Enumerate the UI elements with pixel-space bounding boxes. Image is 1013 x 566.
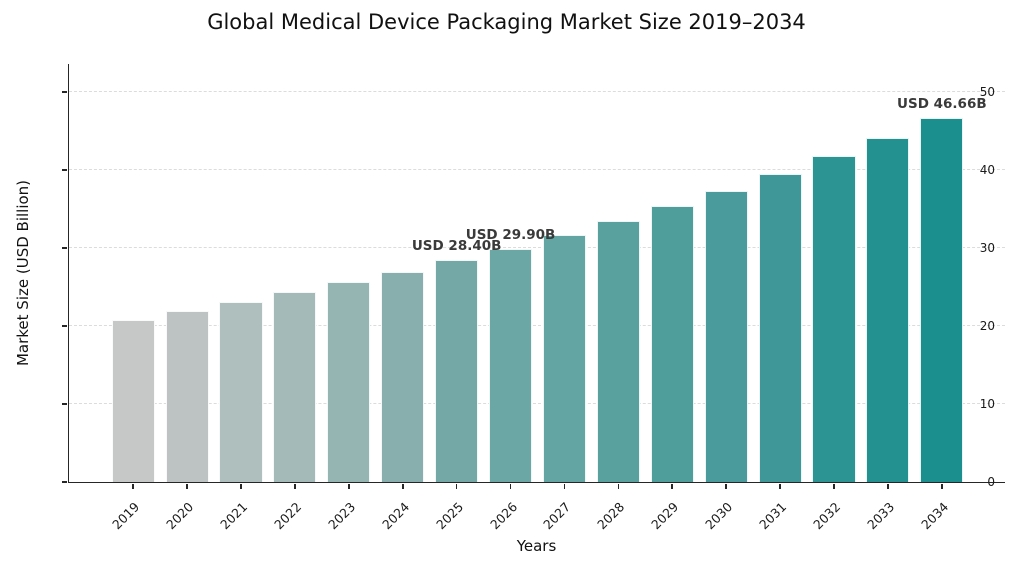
x-tick-mark-2025 [455, 484, 458, 489]
bar-2033 [866, 137, 910, 482]
annotation-2034: USD 46.66B [897, 95, 987, 112]
bar-2024 [381, 271, 425, 482]
x-tick-label-2024: 2024 [378, 499, 413, 533]
x-tick-mark-2023 [348, 484, 350, 489]
bar-2028 [596, 221, 640, 482]
annotation-2025: USD 28.40B [411, 238, 502, 255]
y-tick-mark-50 [62, 91, 67, 93]
y-tick-label-20: 20 [979, 318, 995, 333]
x-tick-mark-2026 [509, 484, 512, 489]
x-tick-label-2022: 2022 [271, 499, 305, 533]
bar-2019 [111, 319, 155, 482]
bar-2023 [327, 282, 371, 482]
gridline-y-30 [69, 246, 1005, 248]
x-tick-label-2029: 2029 [648, 499, 682, 533]
bar-2021 [219, 302, 263, 482]
y-tick-mark-20 [62, 325, 67, 327]
annotation-2026: USD 29.90B [465, 226, 556, 243]
x-tick-mark-2033 [887, 484, 889, 489]
y-axis-title: Market Size (USD Billion) [14, 87, 32, 366]
x-tick-label-2021: 2021 [217, 499, 251, 533]
x-tick-mark-2031 [779, 484, 781, 489]
x-tick-label-2028: 2028 [594, 499, 628, 533]
bar-2027 [542, 235, 587, 482]
y-tick-mark-30 [62, 247, 67, 249]
bar-2026 [488, 248, 533, 482]
x-tick-mark-2019 [132, 484, 134, 489]
x-tick-mark-2029 [671, 484, 674, 489]
x-tick-mark-2032 [833, 484, 835, 489]
plot-area: 0 10 20 30 40 50 2019 2020 2021 2022 2023 2024 2025 2… [62, 64, 1005, 532]
gridline-y-20 [69, 324, 1005, 326]
chart-title: Global Medical Device Packaging Market S… [207, 10, 806, 34]
x-tick-label-2027: 2027 [540, 499, 574, 533]
y-tick-label-10: 10 [979, 396, 995, 411]
x-tick-label-2033: 2033 [864, 499, 898, 533]
y-tick-label-40: 40 [979, 162, 995, 177]
bar-2029 [650, 206, 694, 482]
x-tick-mark-2024 [401, 484, 404, 489]
bar-2032 [812, 156, 856, 482]
x-tick-mark-2022 [294, 484, 296, 489]
x-tick-label-2034: 2034 [918, 499, 952, 533]
x-tick-label-2020: 2020 [163, 499, 197, 533]
gridline-y-40 [69, 168, 1005, 170]
x-tick-mark-2021 [240, 484, 242, 489]
x-tick-mark-2027 [563, 484, 566, 489]
y-tick-label-30: 30 [979, 240, 995, 255]
x-tick-label-2023: 2023 [324, 499, 359, 533]
gridline-y-50 [69, 90, 1005, 92]
x-tick-label-2019: 2019 [109, 499, 143, 533]
y-axis-title-text: Market Size (USD Billion) [14, 179, 32, 367]
bar-2025 [435, 260, 479, 482]
y-tick-label-0: 0 [987, 475, 995, 489]
x-tick-mark-2034 [941, 484, 943, 489]
x-tick-label-2026: 2026 [486, 499, 520, 533]
x-tick-label-2030: 2030 [702, 499, 736, 533]
x-tick-label-2031: 2031 [756, 499, 790, 533]
bar-2030 [704, 190, 748, 482]
bar-2022 [273, 292, 317, 482]
x-tick-label-2025: 2025 [432, 499, 466, 533]
y-tick-mark-0 [62, 481, 67, 483]
x-tick-mark-2028 [617, 484, 620, 489]
x-tick-label-2032: 2032 [810, 499, 844, 533]
y-tick-label-50: 50 [979, 84, 995, 99]
x-tick-mark-2030 [725, 484, 727, 489]
y-tick-mark-40 [62, 169, 67, 171]
x-axis-title: Years [516, 537, 557, 555]
y-tick-mark-10 [62, 403, 67, 405]
gridline-y-10 [69, 402, 1005, 404]
x-tick-mark-2020 [186, 484, 188, 489]
bar-2034 [920, 117, 964, 482]
bar-2031 [758, 173, 802, 482]
bar-2020 [165, 311, 209, 482]
